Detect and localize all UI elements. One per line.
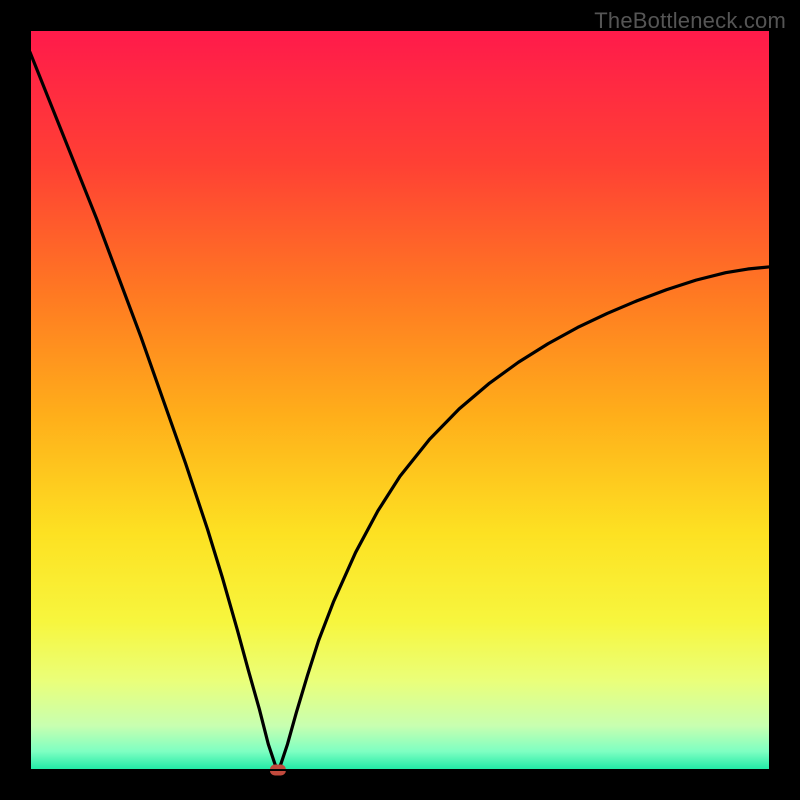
bottleneck-chart bbox=[0, 0, 800, 800]
chart-wrapper: TheBottleneck.com bbox=[0, 0, 800, 800]
plot-area bbox=[30, 30, 770, 770]
watermark-text: TheBottleneck.com bbox=[594, 8, 786, 34]
